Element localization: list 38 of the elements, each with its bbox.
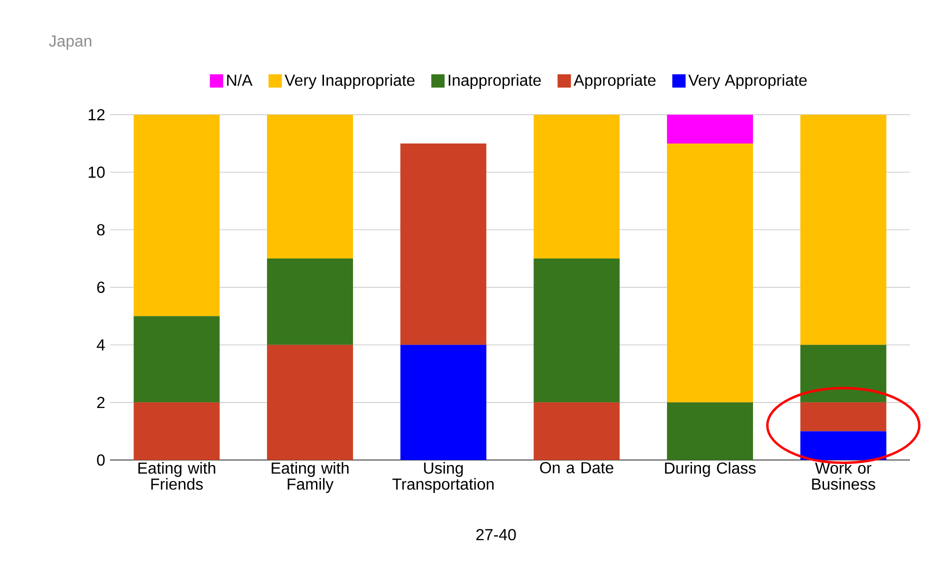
bar (134, 114, 220, 316)
bar (400, 143, 486, 345)
x-tick-label: Using Transportation (392, 462, 494, 493)
bar (134, 316, 220, 402)
bar (267, 258, 354, 345)
bar (534, 258, 620, 402)
y-tick-label: 8 (97, 224, 105, 236)
x-tick-label: On a Date (540, 462, 614, 474)
bar (400, 344, 486, 460)
bar (800, 431, 886, 460)
legend-label: Inappropriate (448, 74, 541, 90)
y-tick-label: 4 (96, 339, 105, 350)
y-tick-label: 10 (88, 166, 105, 178)
bar (534, 402, 620, 460)
y-tick-label: 12 (88, 109, 104, 120)
legend-label: Very Inappropriate (284, 74, 415, 90)
x-tick-label: Eating with Friends (138, 462, 216, 490)
x-tick-label: Eating with Family (272, 462, 349, 493)
y-tick-label: 0 (97, 454, 105, 466)
y-tick-label: 2 (97, 396, 104, 408)
legend-label: Very Appropriate (688, 74, 807, 90)
y-tick-label: 6 (97, 282, 105, 293)
bar (134, 402, 220, 460)
bar (800, 344, 886, 402)
bar (667, 402, 753, 460)
bar (800, 114, 886, 345)
bar (667, 114, 753, 144)
bar (534, 114, 620, 259)
bar (267, 114, 354, 259)
x-tick-label: During Class (665, 462, 756, 477)
bar (800, 402, 886, 432)
bar (267, 344, 354, 460)
x-tick-label: Work or Business (812, 462, 876, 490)
bar (667, 143, 753, 402)
legend-label: N/A (227, 74, 253, 86)
text: 27-40 (476, 528, 516, 540)
legend-label: Appropriate (574, 74, 656, 90)
chart-title: Japan (48, 36, 92, 50)
